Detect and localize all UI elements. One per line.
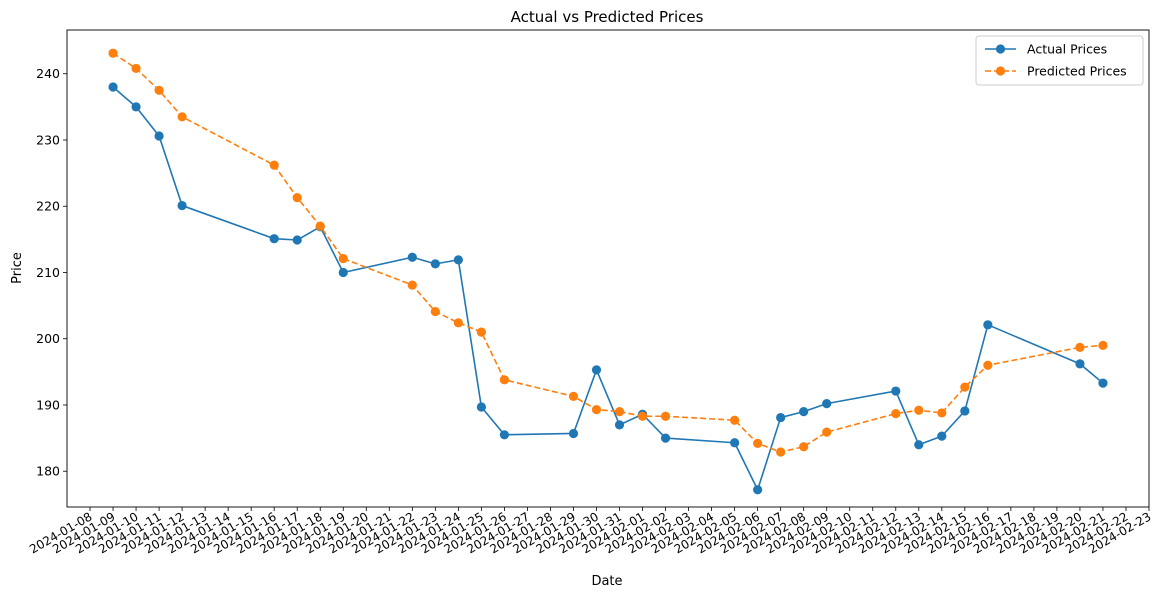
- plot-frame: [66, 29, 1150, 508]
- data-point: [499, 375, 510, 385]
- data-point: [568, 391, 579, 401]
- data-point: [407, 252, 417, 262]
- data-point: [914, 405, 924, 415]
- data-point: [338, 253, 348, 264]
- chart-title: Actual vs Predicted Prices: [511, 8, 704, 26]
- data-point: [937, 408, 947, 418]
- data-point: [983, 360, 993, 370]
- data-point: [338, 267, 348, 278]
- data-point: [730, 438, 740, 448]
- data-point: [292, 193, 302, 203]
- data-point: [614, 420, 625, 430]
- data-point: [960, 382, 970, 392]
- data-point: [568, 428, 579, 439]
- data-point: [1075, 342, 1085, 352]
- data-point: [315, 221, 325, 231]
- data-point: [822, 427, 832, 437]
- data-point: [660, 433, 671, 443]
- data-point: [960, 406, 970, 416]
- data-point: [453, 318, 463, 328]
- data-point: [1075, 359, 1085, 369]
- y-tick-label: 220: [36, 199, 60, 214]
- plot-area: [67, 30, 1149, 507]
- y-tick-label: 190: [36, 397, 60, 412]
- data-point: [730, 415, 740, 425]
- data-point: [660, 411, 671, 421]
- data-point: [753, 438, 763, 448]
- data-point: [476, 327, 486, 337]
- data-point: [131, 63, 141, 74]
- legend-marker: [995, 44, 1006, 54]
- x-axis-ticks: 2024-01-082024-01-092024-01-102024-01-11…: [27, 507, 1154, 556]
- data-point: [637, 411, 648, 421]
- y-tick-label: 200: [36, 331, 60, 346]
- y-tick-label: 240: [36, 66, 60, 81]
- legend-label: Predicted Prices: [1027, 64, 1127, 79]
- data-point: [453, 255, 463, 265]
- legend-frame: [975, 35, 1144, 86]
- y-axis-label: Price: [10, 252, 25, 284]
- data-point: [891, 386, 901, 396]
- data-point: [108, 82, 118, 92]
- data-point: [1098, 378, 1108, 388]
- data-point: [822, 399, 832, 409]
- data-point: [131, 102, 141, 112]
- data-point: [591, 365, 602, 375]
- data-point: [799, 442, 809, 452]
- data-point: [937, 431, 947, 441]
- series-0: [108, 82, 1108, 495]
- data-point: [591, 405, 602, 415]
- data-point: [776, 412, 786, 423]
- data-point: [614, 407, 625, 417]
- series-1: [108, 48, 1108, 457]
- legend-label: Actual Prices: [1027, 42, 1107, 57]
- data-point: [269, 234, 279, 244]
- legend: Actual Prices Predicted Prices: [975, 35, 1144, 86]
- y-tick-label: 180: [36, 464, 60, 479]
- data-point: [753, 485, 763, 495]
- data-point: [914, 440, 924, 450]
- data-point: [269, 160, 279, 170]
- data-point: [499, 430, 510, 440]
- data-point: [476, 402, 486, 412]
- data-point: [407, 280, 417, 290]
- data-point: [891, 408, 901, 419]
- data-point: [1098, 340, 1108, 350]
- data-point: [430, 306, 440, 317]
- y-tick-label: 210: [36, 265, 60, 280]
- data-point: [799, 407, 809, 417]
- y-tick-label: 230: [36, 132, 60, 147]
- data-point: [177, 200, 187, 211]
- series-layer: [108, 48, 1108, 495]
- data-point: [177, 112, 187, 122]
- y-axis-ticks: 180 190 200 210 220 230 240: [36, 66, 67, 479]
- x-axis-label: Date: [591, 574, 622, 589]
- data-point: [154, 131, 164, 141]
- data-point: [983, 320, 993, 330]
- data-point: [776, 447, 786, 457]
- data-point: [430, 259, 440, 269]
- legend-marker: [995, 66, 1006, 76]
- data-point: [154, 85, 164, 95]
- data-point: [108, 48, 118, 58]
- data-point: [292, 235, 302, 245]
